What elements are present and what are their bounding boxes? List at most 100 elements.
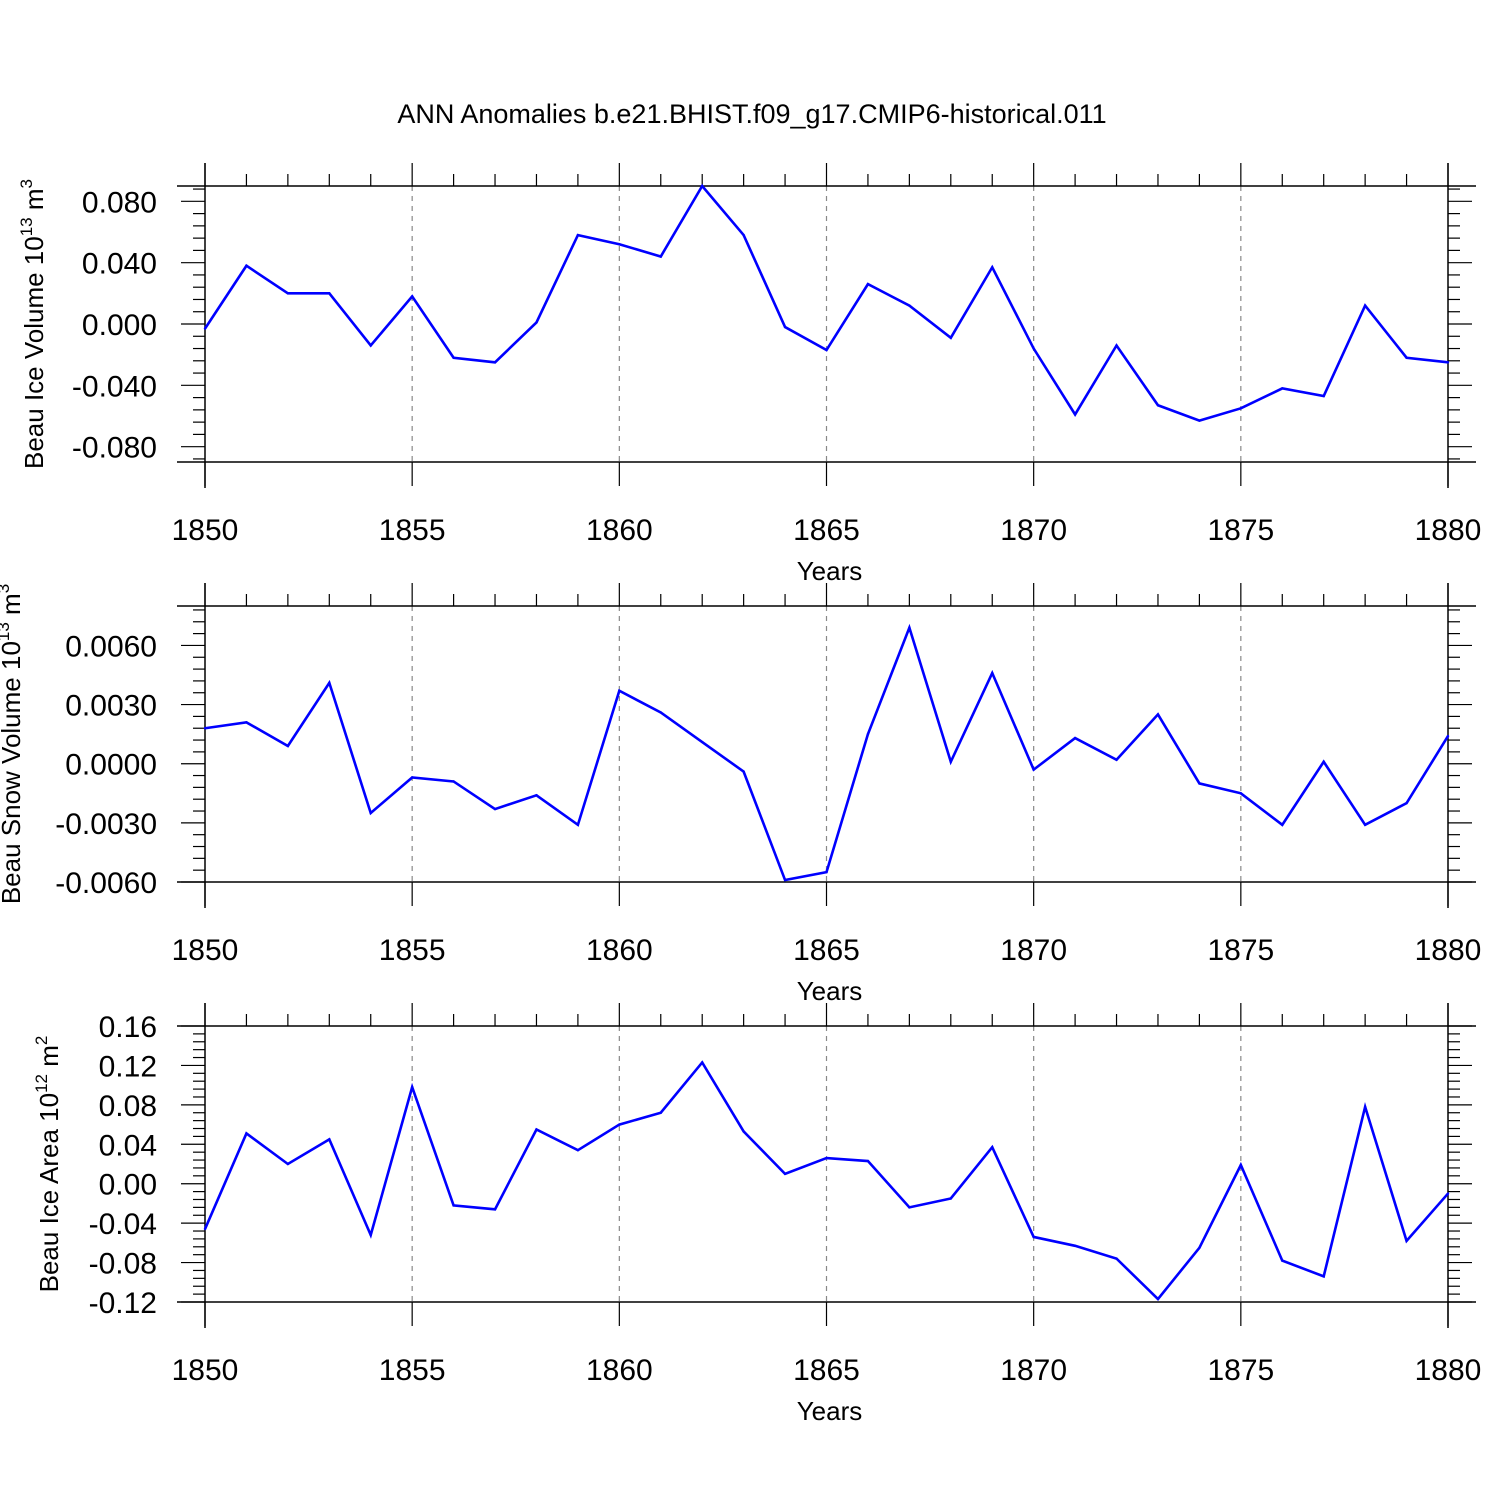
- x-tick-label: 1870: [1000, 1354, 1067, 1387]
- y-tick-label: -0.0060: [55, 867, 157, 900]
- data-point: [328, 1138, 331, 1141]
- data-point: [783, 1172, 787, 1176]
- data-point: [203, 727, 207, 730]
- data-point: [1198, 1246, 1201, 1249]
- y-tick-label: 0.0030: [65, 690, 157, 723]
- data-point: [618, 1123, 621, 1126]
- y-tick-label: 0.12: [99, 1050, 157, 1083]
- data-point: [991, 266, 994, 269]
- x-tick-label: 1865: [793, 514, 860, 547]
- data-point: [410, 295, 414, 298]
- x-axis-label: Years: [797, 976, 863, 1006]
- y-tick-label: 0.000: [82, 309, 157, 342]
- x-axis-label: Years: [797, 1396, 863, 1426]
- data-point: [452, 356, 455, 359]
- data-point: [825, 870, 828, 874]
- y-tick-label: 0.0060: [65, 630, 157, 663]
- data-point: [245, 264, 248, 267]
- data-point: [1073, 736, 1077, 740]
- data-point: [1239, 1163, 1243, 1167]
- data-point: [1032, 1235, 1035, 1239]
- series-line-1: [203, 183, 1449, 422]
- x-tick-label: 1855: [379, 1354, 446, 1387]
- x-tick-label: 1860: [586, 934, 653, 967]
- x-tick-label: 1875: [1207, 514, 1274, 547]
- data-point: [949, 336, 952, 339]
- y-tick-label: -0.0030: [55, 808, 157, 841]
- data-point: [1073, 1244, 1077, 1248]
- data-point: [1446, 1192, 1450, 1195]
- x-tick-label: 1855: [379, 934, 446, 967]
- y-axis-label: Beau Ice Volume 1013 m3: [17, 179, 49, 469]
- y-tick-label: -0.12: [89, 1287, 157, 1320]
- data-point: [493, 1208, 497, 1211]
- data-point: [203, 1227, 207, 1231]
- data-point: [245, 1132, 248, 1135]
- data-point: [452, 780, 455, 783]
- y-axis-label: Beau Ice Area 1012 m2: [32, 1036, 64, 1293]
- data-point: [1156, 713, 1160, 716]
- data-point: [742, 770, 745, 773]
- data-point: [576, 1149, 580, 1152]
- data-point: [701, 740, 704, 744]
- data-point: [742, 1130, 745, 1133]
- data-point: [1405, 1239, 1408, 1243]
- y-tick-label: 0.04: [99, 1129, 157, 1162]
- chart-panel-1: 0.080 0.040 0.000 -0.040 -0.080 1850 1855 1860 1…: [17, 163, 1481, 586]
- data-point: [1446, 361, 1450, 364]
- data-point: [576, 233, 580, 237]
- data-point: [1281, 387, 1284, 390]
- data-point: [369, 344, 372, 347]
- data-point: [1405, 801, 1408, 805]
- y-tick-label: 0.040: [82, 248, 157, 281]
- data-point: [369, 1233, 372, 1237]
- data-point: [783, 325, 787, 329]
- data-point: [1115, 758, 1118, 761]
- data-point: [908, 304, 911, 307]
- x-tick-label: 1875: [1207, 934, 1274, 967]
- data-point: [866, 732, 870, 736]
- data-point: [493, 807, 497, 811]
- data-point: [659, 711, 662, 714]
- data-point: [1239, 792, 1243, 795]
- x-tick-label: 1860: [586, 514, 653, 547]
- x-tick-label: 1855: [379, 514, 446, 547]
- data-point: [245, 721, 248, 724]
- data-point: [701, 184, 704, 188]
- data-point: [1156, 404, 1160, 407]
- data-point: [1446, 734, 1450, 738]
- y-tick-label: 0.0000: [65, 749, 157, 782]
- data-point: [1115, 344, 1118, 347]
- data-point: [866, 1159, 870, 1163]
- x-tick-label: 1880: [1415, 514, 1482, 547]
- y-tick-label: 0.16: [99, 1011, 157, 1044]
- data-point: [783, 878, 787, 882]
- x-tick-label: 1850: [172, 514, 239, 547]
- data-point: [825, 348, 828, 352]
- data-point: [1405, 356, 1408, 359]
- data-point: [1073, 413, 1077, 416]
- x-axis-label: Years: [797, 556, 863, 586]
- figure-title: ANN Anomalies b.e21.BHIST.f09_g17.CMIP6-…: [397, 99, 1106, 129]
- data-point: [659, 1111, 662, 1114]
- data-point: [493, 361, 497, 364]
- data-point: [949, 760, 952, 763]
- data-point: [1322, 760, 1325, 763]
- panels-container: 0.080 0.040 0.000 -0.040 -0.080 1850 1855 1860 1…: [0, 163, 1481, 1426]
- data-point: [1198, 419, 1201, 422]
- data-point: [1322, 394, 1325, 398]
- x-tick-label: 1865: [793, 934, 860, 967]
- data-point: [1281, 823, 1284, 827]
- data-point: [825, 1156, 828, 1160]
- y-tick-label: -0.04: [89, 1208, 157, 1241]
- data-point: [286, 292, 290, 295]
- data-point: [908, 1206, 911, 1209]
- data-point: [1032, 768, 1035, 771]
- y-tick-label: -0.040: [72, 370, 157, 403]
- data-point: [1363, 823, 1367, 827]
- data-point: [1363, 304, 1367, 307]
- y-tick-label: 0.08: [99, 1090, 157, 1123]
- y-axis-label: Beau Snow Volume 1013 m3: [0, 584, 26, 904]
- x-tick-label: 1850: [172, 934, 239, 967]
